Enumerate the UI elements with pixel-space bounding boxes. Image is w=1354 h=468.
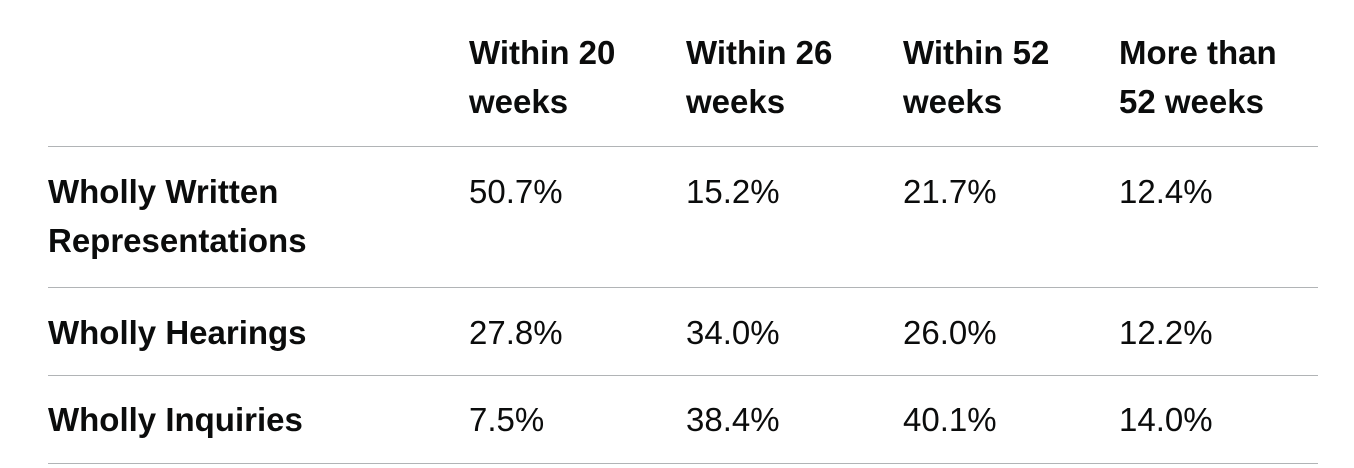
appeal-timeliness-table: Within 20 weeks Within 26 weeks Within 5…	[48, 26, 1318, 464]
table-cell: 12.4%	[1119, 146, 1318, 288]
table-header: Within 20 weeks Within 26 weeks Within 5…	[48, 26, 1318, 147]
column-header-within-26-weeks: Within 26 weeks	[686, 26, 903, 147]
row-header: Wholly Inquiries	[48, 375, 469, 464]
column-header-more-than-52-weeks: More than 52 weeks	[1119, 26, 1318, 147]
table-cell: 50.7%	[469, 146, 686, 288]
row-header: Wholly Written Representations	[48, 146, 469, 288]
table-cell: 7.5%	[469, 375, 686, 464]
table-cell: 26.0%	[903, 287, 1119, 376]
table-cell: 12.2%	[1119, 287, 1318, 376]
header-row: Within 20 weeks Within 26 weeks Within 5…	[48, 26, 1318, 147]
table-cell: 38.4%	[686, 375, 903, 464]
table-cell: 21.7%	[903, 146, 1119, 288]
table-cell: 15.2%	[686, 146, 903, 288]
table-cell: 34.0%	[686, 287, 903, 376]
table-row: Wholly Written Representations 50.7% 15.…	[48, 146, 1318, 288]
table-row: Wholly Hearings 27.8% 34.0% 26.0% 12.2%	[48, 287, 1318, 376]
column-header-blank	[48, 26, 469, 147]
column-header-within-20-weeks: Within 20 weeks	[469, 26, 686, 147]
table-cell: 27.8%	[469, 287, 686, 376]
table-body: Wholly Written Representations 50.7% 15.…	[48, 146, 1318, 464]
row-header: Wholly Hearings	[48, 287, 469, 376]
table-row: Wholly Inquiries 7.5% 38.4% 40.1% 14.0%	[48, 375, 1318, 464]
table-cell: 14.0%	[1119, 375, 1318, 464]
table-cell: 40.1%	[903, 375, 1119, 464]
column-header-within-52-weeks: Within 52 weeks	[903, 26, 1119, 147]
